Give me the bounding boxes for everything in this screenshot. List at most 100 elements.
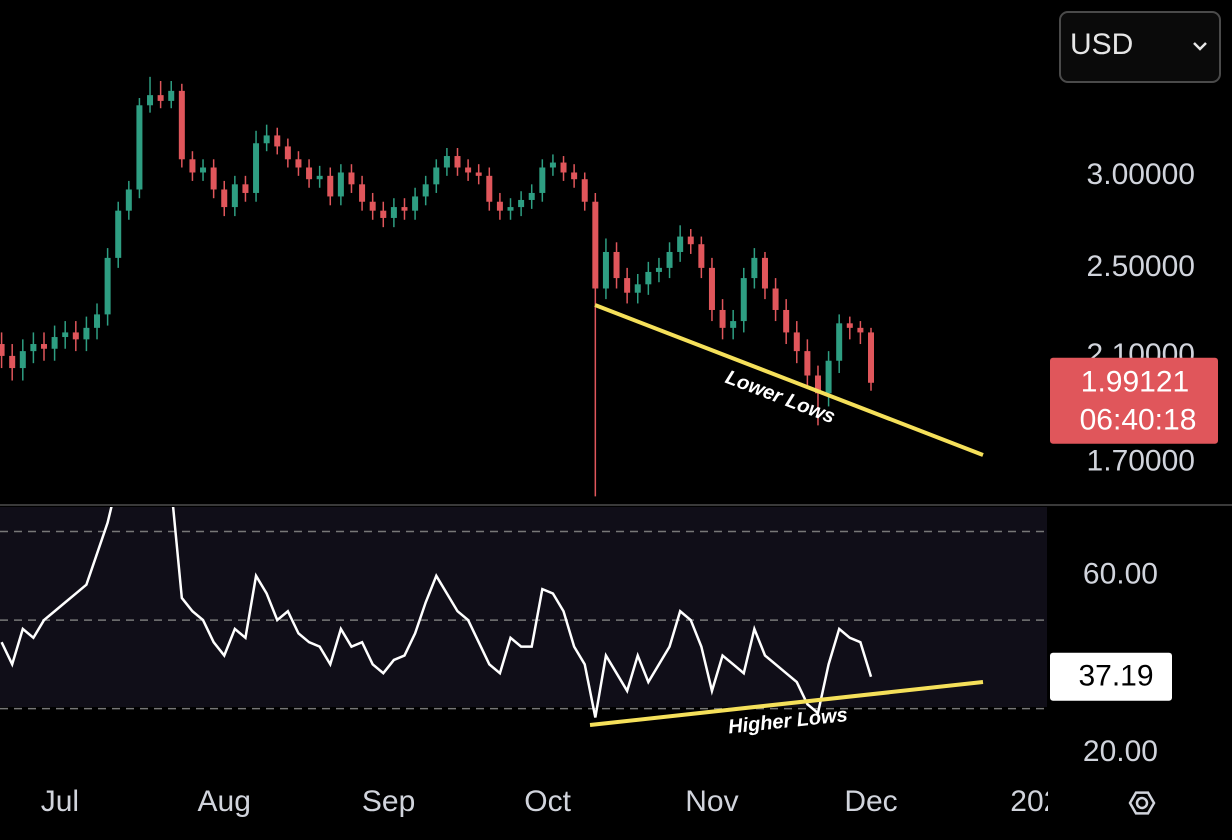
candle-body: [539, 167, 546, 193]
rsi-label-box: [1050, 652, 1172, 701]
chevron[interactable]: [1193, 42, 1207, 51]
value-axis: 3.000002.500002.100001.7000060.0020.001.…: [1050, 158, 1218, 768]
candle-body: [9, 355, 16, 369]
y-tick-label: 1.70000: [1087, 445, 1195, 478]
candle-body: [719, 309, 726, 328]
candle-body: [804, 351, 811, 376]
candle-body: [740, 278, 747, 322]
rsi-band-fill: [0, 507, 1047, 707]
candle-body: [486, 175, 493, 202]
candle-body: [465, 167, 472, 173]
y-tick-label: 60.00: [1083, 558, 1158, 591]
candle-body: [359, 184, 366, 202]
candle-body: [655, 267, 662, 272]
candle-body: [507, 207, 514, 211]
candle-body: [422, 184, 429, 197]
y-tick-label: 2.50000: [1087, 250, 1195, 283]
candle-body: [412, 196, 419, 211]
candle-body: [433, 167, 440, 185]
candle-body: [157, 95, 164, 101]
candle-body: [306, 167, 313, 180]
settings-icon-core[interactable]: [1135, 796, 1149, 810]
candle-body: [645, 271, 652, 285]
last-price-label: 1.99121: [1081, 366, 1189, 399]
y-tick-label: 3.00000: [1087, 158, 1195, 191]
candle-body: [337, 172, 344, 197]
candle-body: [846, 323, 853, 328]
candle-body: [72, 332, 79, 340]
candle-body: [178, 90, 185, 160]
candle-body: [814, 375, 821, 394]
candle-body: [708, 267, 715, 310]
candle-body: [348, 172, 355, 185]
candle-body: [454, 156, 461, 168]
candle-body: [369, 201, 376, 211]
candle-body: [581, 179, 588, 202]
currency-select[interactable]: USD: [1059, 11, 1221, 83]
currency-label[interactable]: USD: [1070, 28, 1133, 61]
price-pane: [0, 76, 874, 497]
candle-body: [210, 167, 217, 190]
candle-body: [549, 162, 556, 168]
x-tick-label: Jul: [41, 785, 79, 818]
candle-body: [316, 175, 323, 180]
candle-body: [761, 257, 768, 289]
candle-body: [836, 323, 843, 361]
x-tick-label: Dec: [844, 785, 897, 818]
candle-body: [274, 135, 281, 147]
candle-body: [30, 344, 37, 352]
candle-body: [518, 199, 525, 208]
trendline: [589, 680, 984, 727]
candle-body: [698, 244, 705, 268]
candle-body: [51, 337, 58, 349]
time-axis: Jul Aug Sep Oct Nov Dec 202: [41, 785, 1060, 818]
candle-body: [200, 167, 207, 173]
candle-body: [19, 351, 26, 369]
candle-body: [634, 284, 641, 293]
rsi-pane: [0, 507, 1047, 718]
candle-body: [793, 332, 800, 352]
candle-body: [380, 210, 387, 218]
candle-body: [528, 192, 535, 200]
trendline: [594, 303, 984, 457]
countdown-label: 06:40:18: [1080, 404, 1197, 437]
candle-body: [825, 360, 832, 394]
candle-body: [231, 184, 238, 208]
candle-body: [687, 236, 694, 245]
candle-body: [730, 321, 737, 328]
candle-body: [0, 344, 5, 356]
candle-body: [295, 159, 302, 168]
candle-body: [263, 135, 270, 144]
x-tick-label: Aug: [198, 785, 251, 818]
candle-body: [253, 143, 260, 193]
settings-icon[interactable]: [1128, 791, 1156, 815]
candle-body: [624, 278, 631, 293]
candle-body: [666, 251, 673, 268]
candle-body: [115, 210, 122, 258]
candle-body: [284, 146, 291, 160]
settings-button[interactable]: [1128, 791, 1156, 815]
candle-body: [475, 172, 482, 176]
candle-body: [189, 159, 196, 173]
x-tick-label: Nov: [685, 785, 738, 818]
candle-body: [443, 156, 450, 168]
candle-body: [327, 175, 334, 197]
x-tick-label: Sep: [362, 785, 415, 818]
x-tick-label: 202: [1010, 785, 1060, 818]
candle-body: [613, 251, 620, 279]
rsi-last-label: 37.19: [1078, 660, 1153, 693]
candle-body: [168, 90, 175, 101]
candle-body: [783, 309, 790, 333]
candle-body: [62, 332, 69, 338]
candle-body: [83, 327, 90, 340]
candle-body: [136, 105, 143, 190]
rsi-line: [0, 507, 873, 718]
candle-body: [221, 189, 228, 208]
candle-body: [857, 327, 864, 333]
y-tick-label: 20.00: [1083, 735, 1158, 768]
candle-body: [592, 201, 599, 289]
candle-body: [571, 172, 578, 180]
candle-body: [94, 314, 101, 328]
select-box[interactable]: [1059, 11, 1221, 83]
